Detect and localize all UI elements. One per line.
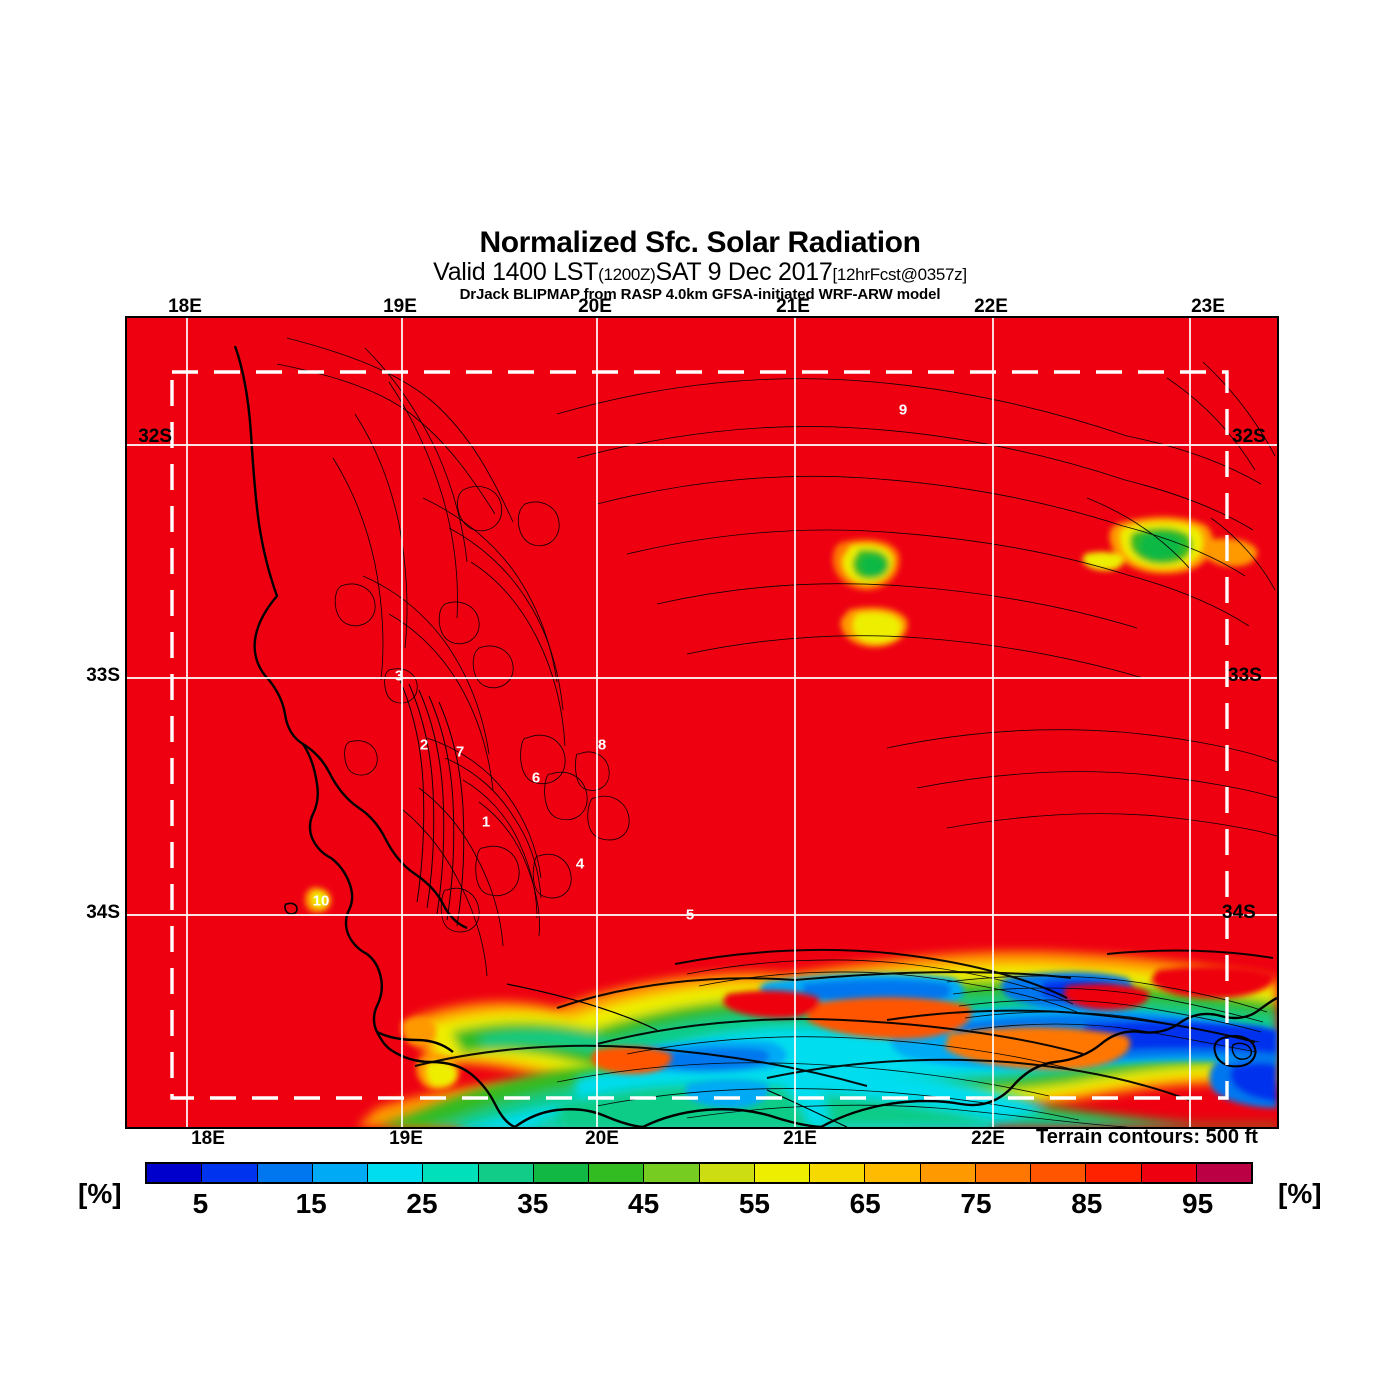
colorbar-segment-11[interactable] (754, 1164, 810, 1182)
station-marker-1[interactable]: 1 (481, 813, 491, 831)
colorbar-tick-15: 15 (295, 1188, 327, 1219)
station-marker-4[interactable]: 4 (575, 855, 585, 873)
colorbar-unit-left: [%] (78, 1178, 122, 1209)
colorbar-segment-10[interactable] (699, 1164, 755, 1182)
valid-date: SAT 9 Dec 2017 (655, 258, 833, 286)
colorbar-segment-7[interactable] (533, 1164, 589, 1182)
colorbar-tick-65: 65 (849, 1188, 881, 1219)
colorbar-segment-4[interactable] (368, 1164, 424, 1182)
forecast-tag: [12hrFcst@0357z] (832, 265, 967, 284)
colorbar-segment-18[interactable] (1141, 1164, 1197, 1182)
colorbar-tick-45: 45 (628, 1188, 660, 1219)
lon-label-top-18e: 18E (168, 296, 202, 317)
colorbar-ticks: 5 15 25 35 45 55 65 75 85 95 (145, 1188, 1253, 1228)
colorbar-segment-19[interactable] (1196, 1164, 1251, 1182)
colorbar-unit-right: [%] (1278, 1178, 1322, 1209)
colorbar-tick-75: 75 (960, 1188, 992, 1219)
valid-time: 1400 LST (492, 258, 599, 286)
station-marker-5[interactable]: 5 (685, 906, 695, 924)
lon-label-bottom-20e: 20E (585, 1128, 619, 1149)
colorbar-segment-8[interactable] (589, 1164, 645, 1182)
lat-label-right-32s: 32S (1232, 426, 1266, 447)
valid-prefix: Valid (433, 258, 493, 286)
colorbar-segment-14[interactable] (920, 1164, 976, 1182)
lon-label-top-21e: 21E (776, 296, 810, 317)
valid-time-line: Valid 1400 LST(1200Z)SAT 9 Dec 2017[12hr… (0, 259, 1400, 285)
colorbar-segment-5[interactable] (423, 1164, 479, 1182)
lat-label-right-33s: 33S (1228, 665, 1262, 686)
lon-label-bottom-22e: 22E (971, 1128, 1005, 1149)
station-marker-2[interactable]: 2 (419, 736, 429, 754)
colorbar-tick-5: 5 (192, 1188, 209, 1219)
lat-label-right-34s: 34S (1222, 902, 1256, 923)
station-marker-6[interactable]: 6 (531, 769, 541, 787)
colorbar-segment-13[interactable] (865, 1164, 921, 1182)
colorbar-tick-85: 85 (1071, 1188, 1103, 1219)
colorbar-segment-0[interactable] (147, 1164, 203, 1182)
colorbar-tick-95: 95 (1182, 1188, 1214, 1219)
colorbar[interactable] (145, 1162, 1253, 1184)
figure-titles: Normalized Sfc. Solar Radiation Valid 14… (0, 228, 1400, 303)
colorbar-tick-35: 35 (517, 1188, 549, 1219)
station-marker-7[interactable]: 7 (455, 743, 465, 761)
lat-label-left-33s: 33S (86, 665, 120, 686)
station-marker-3[interactable]: 3 (394, 667, 404, 685)
inner-domain-box (170, 370, 1229, 1100)
lon-label-bottom-21e: 21E (783, 1128, 817, 1149)
lat-label-left-32s: 32S (138, 426, 172, 447)
colorbar-segment-16[interactable] (1031, 1164, 1087, 1182)
lon-label-top-23e: 23E (1191, 296, 1225, 317)
colorbar-segment-6[interactable] (478, 1164, 534, 1182)
lon-label-bottom-19e: 19E (389, 1128, 423, 1149)
lat-label-left-34s: 34S (86, 902, 120, 923)
station-marker-9[interactable]: 9 (898, 401, 908, 419)
lon-label-top-22e: 22E (974, 296, 1008, 317)
station-marker-10[interactable]: 10 (312, 892, 330, 910)
colorbar-segment-9[interactable] (644, 1164, 700, 1182)
colorbar-tick-55: 55 (738, 1188, 770, 1219)
lon-label-top-19e: 19E (383, 296, 417, 317)
lon-label-top-20e: 20E (578, 296, 612, 317)
graticule (127, 318, 1277, 1127)
colorbar-segment-15[interactable] (975, 1164, 1031, 1182)
valid-zulu: (1200Z) (598, 265, 656, 284)
station-marker-8[interactable]: 8 (597, 736, 607, 754)
colorbar-segment-3[interactable] (312, 1164, 368, 1182)
model-source: DrJack BLIPMAP from RASP 4.0km GFSA-init… (459, 286, 941, 304)
colorbar-tick-25: 25 (406, 1188, 438, 1219)
colorbar-segment-17[interactable] (1086, 1164, 1142, 1182)
map-panel[interactable] (125, 316, 1279, 1129)
terrain-contour-note: Terrain contours: 500 ft (1036, 1126, 1258, 1148)
lon-label-bottom-18e: 18E (191, 1128, 225, 1149)
colorbar-segment-1[interactable] (202, 1164, 258, 1182)
colorbar-segment-2[interactable] (257, 1164, 313, 1182)
colorbar-segment-12[interactable] (810, 1164, 866, 1182)
coastline (233, 345, 1277, 1127)
solar-radiation-raster (127, 318, 1277, 1127)
terrain-contours (276, 337, 1277, 1127)
page-title: Normalized Sfc. Solar Radiation (479, 226, 921, 259)
